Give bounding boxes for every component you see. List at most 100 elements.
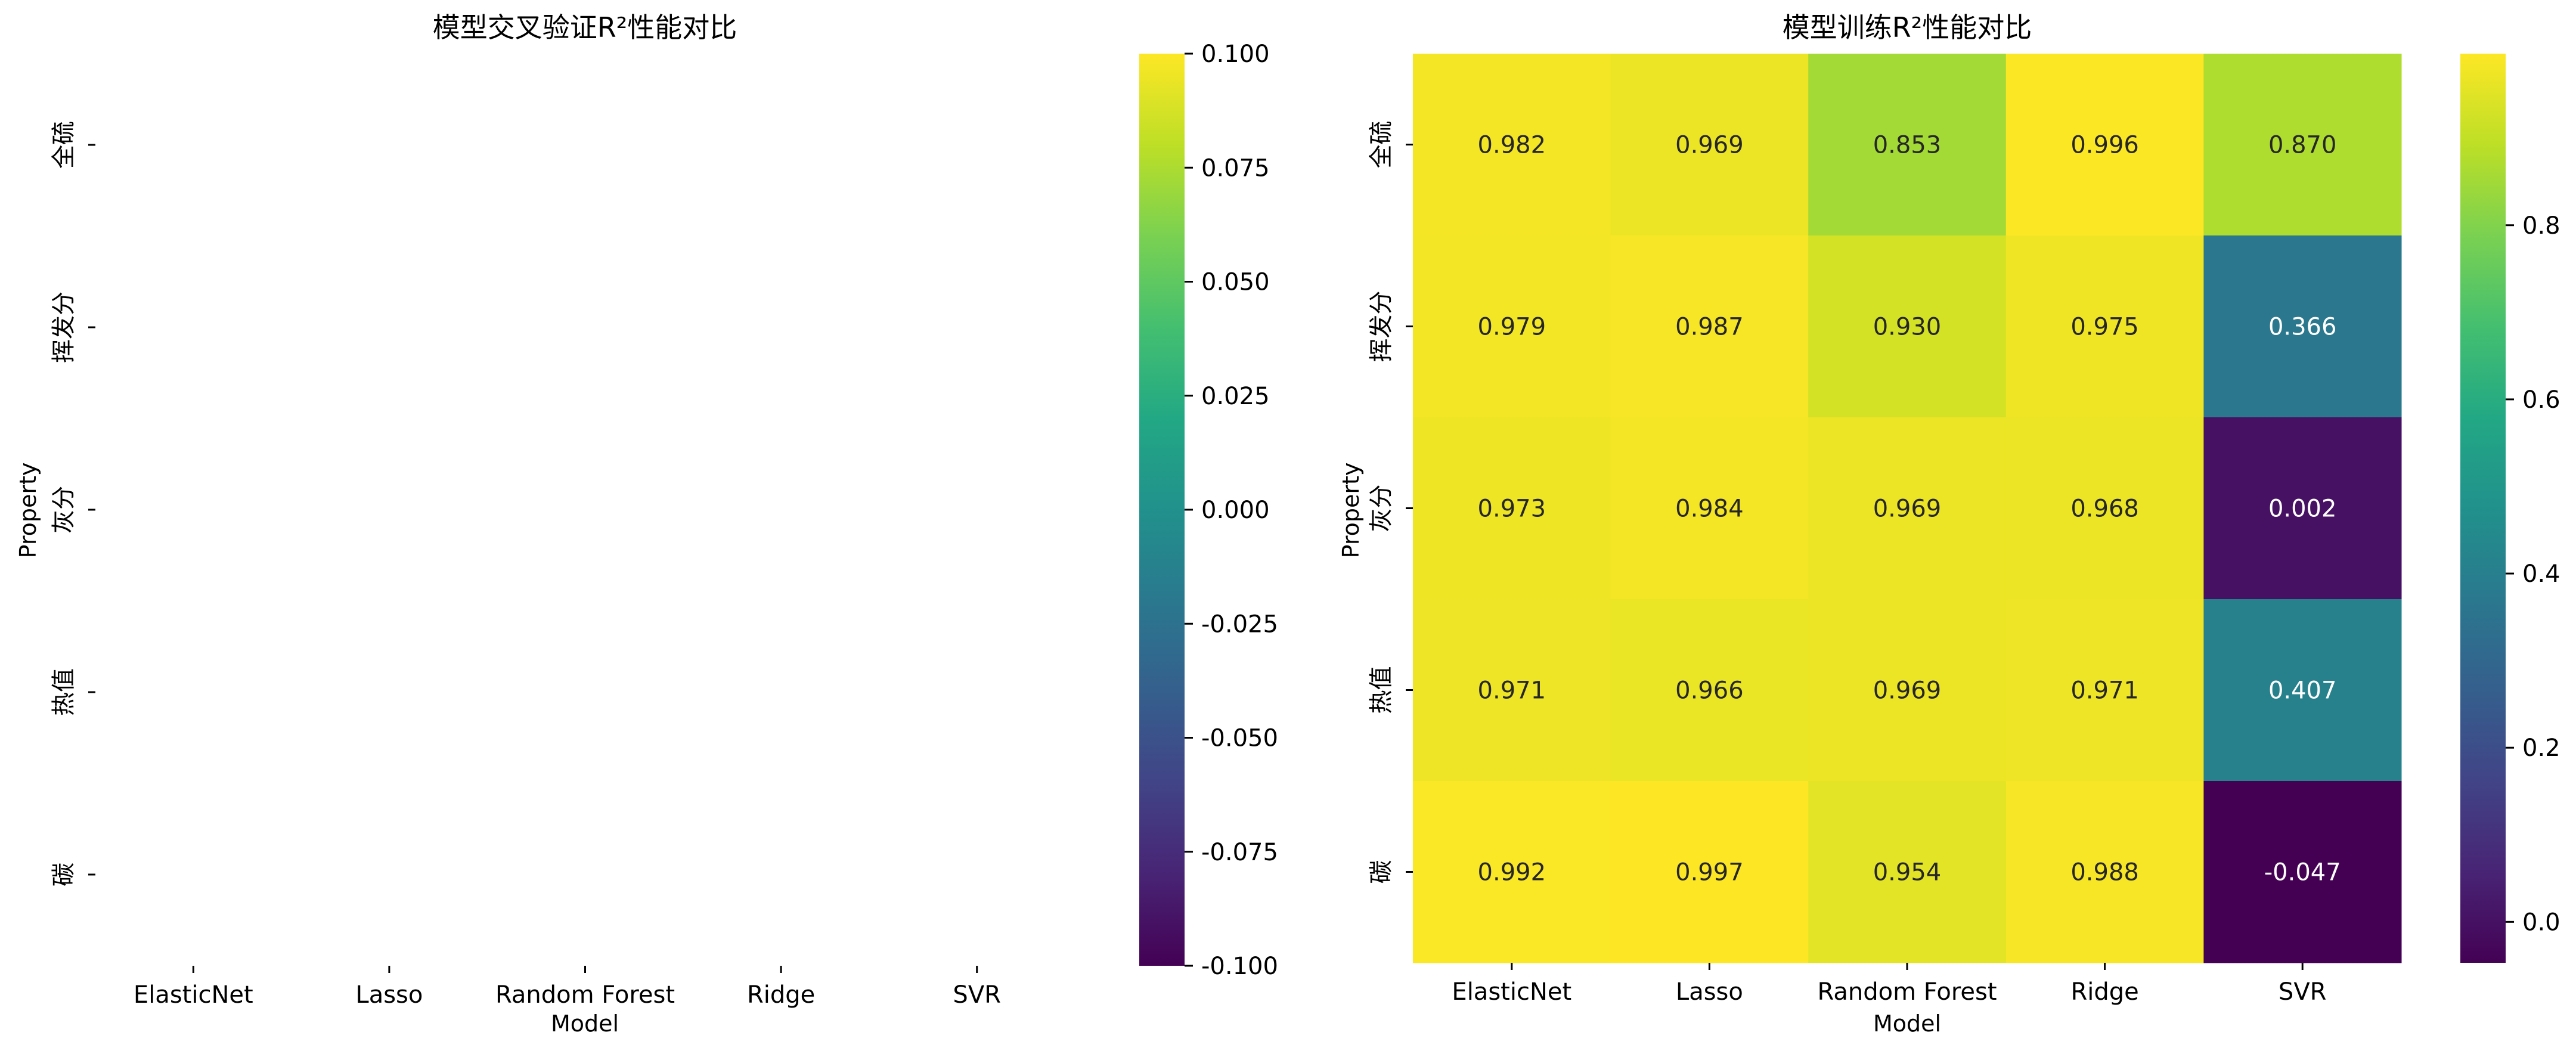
x-tick-label: ElasticNet: [1452, 978, 1571, 1006]
heatmap-cell: [1808, 54, 2007, 236]
cell-value-label: 0.407: [2268, 677, 2337, 705]
cell-value-label: -0.047: [2264, 859, 2341, 886]
heatmap-cell: [2203, 417, 2402, 600]
heatmap-cell: [1610, 781, 1809, 963]
x-tick-label: SVR: [953, 981, 1001, 1009]
colorbar-tick-label: 0.075: [1201, 154, 1270, 182]
cell-value-label: 0.968: [2070, 495, 2139, 523]
heatmap-cell: [1610, 235, 1809, 418]
heatmap-cell: [2005, 781, 2204, 963]
heatmap-cell: [1413, 54, 1611, 236]
colorbar-tick-label: 0.8: [2522, 212, 2560, 240]
train-colorbar: [2460, 54, 2506, 963]
train-heatmap-cells: 0.982 0.969 0.853 0.996 0.870 0.979 0.987 0.930…: [1413, 54, 2402, 963]
x-tick-label: Ridge: [747, 981, 815, 1009]
cv-colorbar: [1139, 54, 1185, 966]
cell-value-label: 0.984: [1675, 495, 1744, 523]
colorbar-tick-label: 0.000: [1201, 497, 1270, 524]
y-tick-label: 热值: [50, 668, 78, 716]
train-x-axis-label: Model: [1873, 1010, 1941, 1037]
cell-value-label: 0.971: [2070, 677, 2139, 705]
colorbar-tick-label: 0.025: [1201, 383, 1270, 410]
x-tick-label: Lasso: [1676, 978, 1743, 1006]
cv-y-axis-label: Property: [15, 463, 41, 559]
cell-value-label: 0.954: [1873, 859, 1942, 886]
cv-x-axis: ElasticNet Lasso Random Forest Ridge SVR: [134, 966, 1001, 1009]
colorbar-tick-label: -0.025: [1201, 610, 1278, 638]
heatmap-cell: [2203, 599, 2402, 782]
heatmap-cell: [1610, 599, 1809, 782]
cell-value-label: 0.969: [1873, 677, 1942, 705]
cv-x-axis-label: Model: [551, 1010, 619, 1037]
heatmap-cell: [2203, 781, 2402, 963]
colorbar-tick-label: 0.100: [1201, 41, 1270, 68]
colorbar-tick-label: 0.4: [2522, 560, 2560, 588]
cell-value-label: 0.973: [1478, 495, 1546, 523]
x-tick-label: Random Forest: [495, 981, 675, 1009]
heatmap-cell: [1808, 417, 2007, 600]
cell-value-label: 0.930: [1873, 314, 1942, 341]
cell-value-label: 0.969: [1873, 495, 1942, 523]
heatmap-cell: [2203, 54, 2402, 236]
colorbar-tick-label: 0.0: [2522, 909, 2560, 936]
cell-value-label: 0.971: [1478, 677, 1546, 705]
x-tick-label: Ridge: [2070, 978, 2138, 1006]
x-tick-label: Random Forest: [1817, 978, 1997, 1006]
x-tick-label: ElasticNet: [134, 981, 253, 1009]
cell-value-label: 0.982: [1478, 132, 1546, 159]
heatmap-cell: [2005, 417, 2204, 600]
y-tick-label: 全硫: [50, 121, 78, 169]
colorbar-tick-label: -0.075: [1201, 839, 1278, 866]
cell-value-label: 0.979: [1478, 314, 1546, 341]
y-tick-label: 碳: [50, 863, 78, 886]
y-tick-label: 挥发分: [50, 292, 78, 363]
cell-value-label: 0.969: [1675, 132, 1744, 159]
cell-value-label: 0.996: [2070, 132, 2139, 159]
heatmap-cell: [2203, 235, 2402, 418]
train-chart-title: 模型训练R²性能对比: [1783, 11, 2032, 44]
cell-value-label: 0.002: [2268, 495, 2337, 523]
y-tick-label: 全硫: [1368, 121, 1395, 169]
cv-colorbar-ticks: 0.100 0.075 0.050 0.025 0.000 -0.025 -0.050 -0.…: [1185, 41, 1278, 980]
cell-value-label: 0.870: [2268, 132, 2337, 159]
colorbar-tick-label: 0.2: [2522, 734, 2560, 762]
cell-value-label: 0.987: [1675, 314, 1744, 341]
cell-value-label: 0.966: [1675, 677, 1744, 705]
heatmap-cell: [1413, 781, 1611, 963]
colorbar-tick-label: 0.050: [1201, 269, 1270, 296]
heatmap-cell: [2005, 599, 2204, 782]
train-y-axis-label: Property: [1338, 463, 1364, 559]
heatmap-cell: [2005, 235, 2204, 418]
y-tick-label: 挥发分: [1368, 291, 1395, 362]
heatmap-cell: [1610, 54, 1809, 236]
train-heatmap-panel: 模型训练R²性能对比 0.982 0.969 0.853 0.996 0.870 0.97…: [1338, 11, 2560, 1037]
y-tick-label: 灰分: [50, 486, 78, 534]
y-tick-label: 灰分: [1368, 485, 1395, 532]
cell-value-label: 0.997: [1675, 859, 1744, 886]
heatmap-cell: [1610, 417, 1809, 600]
colorbar-tick-label: -0.100: [1201, 953, 1278, 980]
heatmap-cell: [1808, 599, 2007, 782]
cell-value-label: 0.366: [2268, 314, 2337, 341]
heatmap-cell: [1413, 599, 1611, 782]
colorbar-tick-label: 0.6: [2522, 386, 2560, 414]
cell-value-label: 0.992: [1478, 859, 1546, 886]
colorbar-tick-label: -0.050: [1201, 725, 1278, 752]
cell-value-label: 0.853: [1873, 132, 1942, 159]
train-colorbar-ticks: 0.8 0.6 0.4 0.2 0.0: [2506, 212, 2560, 936]
heatmap-cell: [1808, 781, 2007, 963]
cv-heatmap-panel: 模型交叉验证R²性能对比 ElasticNet Lasso Random Fores…: [15, 11, 1278, 1037]
y-tick-label: 碳: [1368, 860, 1395, 884]
cell-value-label: 0.975: [2070, 314, 2139, 341]
heatmap-cell: [1808, 235, 2007, 418]
train-x-axis: ElasticNet Lasso Random Forest Ridge SVR: [1452, 963, 2326, 1006]
cell-value-label: 0.988: [2070, 859, 2139, 886]
heatmap-cell: [1413, 417, 1611, 600]
x-tick-label: SVR: [2279, 978, 2327, 1006]
heatmap-cell: [2005, 54, 2204, 236]
y-tick-label: 热值: [1368, 666, 1395, 714]
cv-chart-title: 模型交叉验证R²性能对比: [433, 11, 737, 44]
